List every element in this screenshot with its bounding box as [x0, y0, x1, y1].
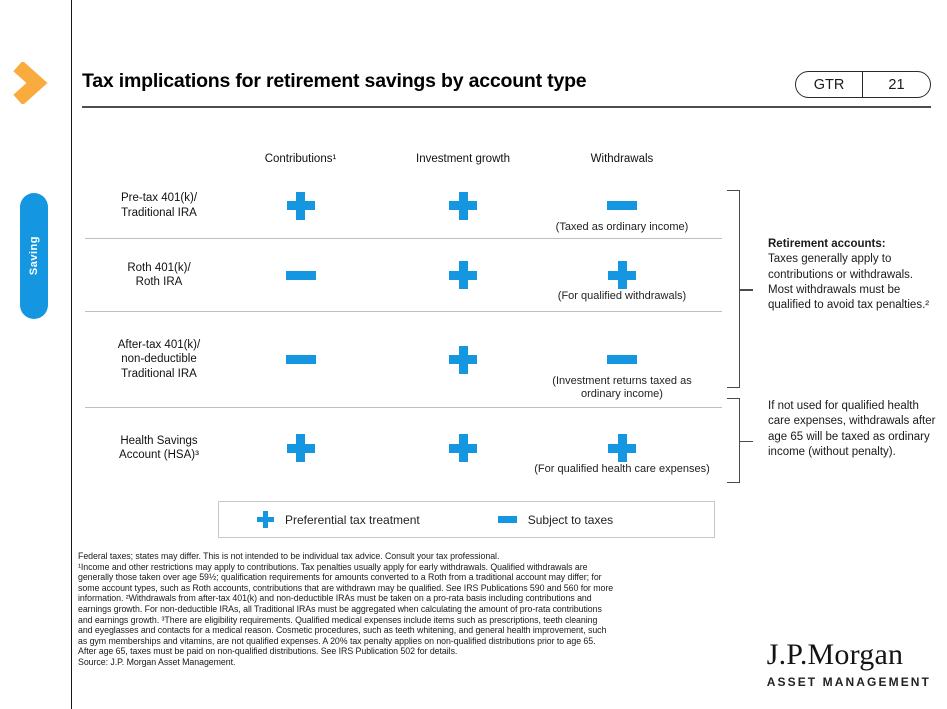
row-label: After-tax 401(k)/ non-deductible Traditi… [117, 338, 201, 380]
legend-item-preferential: Preferential tax treatment [257, 511, 420, 528]
footnote-line: Federal taxes; states may differ. This i… [78, 551, 500, 561]
annotation-retirement-accounts: Retirement accounts: Taxes generally appl… [768, 237, 936, 313]
row-label: Health Savings Account (HSA)³ [119, 434, 199, 462]
logo-brand-text: J.P.Morgan [766, 638, 904, 671]
page-title: Tax implications for retirement savings … [82, 70, 587, 92]
page-number-badge: GTR 21 [795, 71, 931, 98]
table-cell: (For qualified health care expenses) [534, 408, 722, 488]
jpmorgan-logo: J.P.Morgan ASSET MANAGEMENT [767, 638, 931, 689]
minus-icon [285, 355, 316, 364]
table-cell: (For qualified withdrawals) [558, 239, 722, 311]
minus-icon [285, 270, 316, 280]
footnote-line: ¹Income and other restrictions may apply… [78, 561, 588, 572]
plus-icon [449, 434, 477, 462]
footnote-line: and eyeglasses and contacts for a medica… [78, 625, 607, 636]
annotation-hsa: If not used for qualified health care ex… [768, 399, 942, 460]
table-row: Health Savings Account (HSA)³ (For quali… [85, 407, 722, 488]
footnote-line: earnings growth. For non-deductible IRAs… [78, 603, 602, 614]
plus-icon [608, 261, 636, 289]
column-header-investment-growth: Investment growth [416, 153, 510, 165]
table-cell [233, 312, 368, 407]
bracket-retirement-accounts [727, 190, 753, 388]
plus-icon [286, 191, 315, 220]
footnote-line: some account types, such as Roth account… [78, 582, 614, 593]
header-spacer [85, 145, 233, 173]
minus-icon [607, 201, 637, 210]
cell-caption: (For qualified health care expenses) [534, 463, 710, 475]
legend: Preferential tax treatment Subject to ta… [218, 501, 715, 538]
logo-division-text: ASSET MANAGEMENT [766, 675, 931, 689]
table-cell [368, 312, 558, 407]
table-cell: (Investment returns taxed as ordinary in… [552, 312, 722, 407]
left-vertical-rule [71, 0, 72, 709]
legend-label: Subject to taxes [527, 512, 614, 527]
table-cell [233, 173, 368, 238]
row-label: Roth 401(k)/ Roth IRA [127, 261, 191, 289]
table-cell [233, 408, 368, 488]
table-cell: (Taxed as ordinary income) [556, 173, 722, 238]
sidebar-tab-saving[interactable]: Saving [20, 193, 48, 319]
plus-icon [449, 191, 477, 220]
tax-implications-table: Contributions¹ Investment growth Withdra… [85, 145, 722, 488]
sidebar-tab-label: Saving [28, 236, 40, 276]
plus-icon [257, 511, 274, 528]
minus-icon [607, 355, 637, 364]
title-divider [82, 106, 931, 108]
plus-icon [449, 345, 477, 374]
table-row: After-tax 401(k)/ non-deductible Traditi… [85, 311, 722, 407]
cell-caption: (Taxed as ordinary income) [555, 220, 689, 233]
table-row: Roth 401(k)/ Roth IRA (For qualified wit… [85, 238, 722, 311]
footnote-line: generally those taken over age 59½; qual… [78, 572, 602, 583]
footnote-line: as gym memberships and vitamins, are not… [78, 635, 596, 646]
legend-item-subject-to-taxes: Subject to taxes [497, 512, 614, 527]
table-header-row: Contributions¹ Investment growth Withdra… [85, 145, 722, 173]
annotation-title: Retirement accounts: [768, 238, 886, 250]
column-header-withdrawals: Withdrawals [590, 153, 654, 165]
chevron-right-icon [12, 60, 50, 109]
column-header-contributions: Contributions¹ [264, 153, 337, 165]
table-cell [233, 239, 368, 311]
badge-label: GTR [796, 72, 863, 97]
minus-icon [497, 516, 517, 523]
footnote-line: information. ²Withdrawals from after-tax… [78, 593, 592, 604]
cell-caption: (For qualified withdrawals) [557, 290, 687, 302]
footnote-line: and earnings growth. ³There are eligibil… [78, 614, 598, 625]
cell-caption: (Investment returns taxed as ordinary in… [552, 374, 692, 400]
row-label: Pre-tax 401(k)/ Traditional IRA [120, 192, 198, 219]
badge-page-number: 21 [888, 76, 905, 93]
footnote-line: After age 65, taxes must be paid on non-… [78, 646, 458, 657]
plus-icon [449, 261, 477, 289]
bracket-hsa [727, 398, 753, 483]
table-cell [368, 239, 558, 311]
footnotes: Federal taxes; states may differ. This i… [78, 551, 778, 668]
footnote-line: Source: J.P. Morgan Asset Management. [78, 656, 236, 667]
plus-icon [608, 434, 636, 462]
legend-label: Preferential tax treatment [285, 512, 420, 527]
plus-icon [286, 434, 315, 462]
annotation-body: Taxes generally apply to contributions o… [768, 253, 930, 312]
annotation-body: If not used for qualified health care ex… [768, 400, 936, 458]
table-cell [368, 173, 558, 238]
table-row: Pre-tax 401(k)/ Traditional IRA (Taxed a… [85, 173, 722, 238]
table-cell [368, 408, 558, 488]
